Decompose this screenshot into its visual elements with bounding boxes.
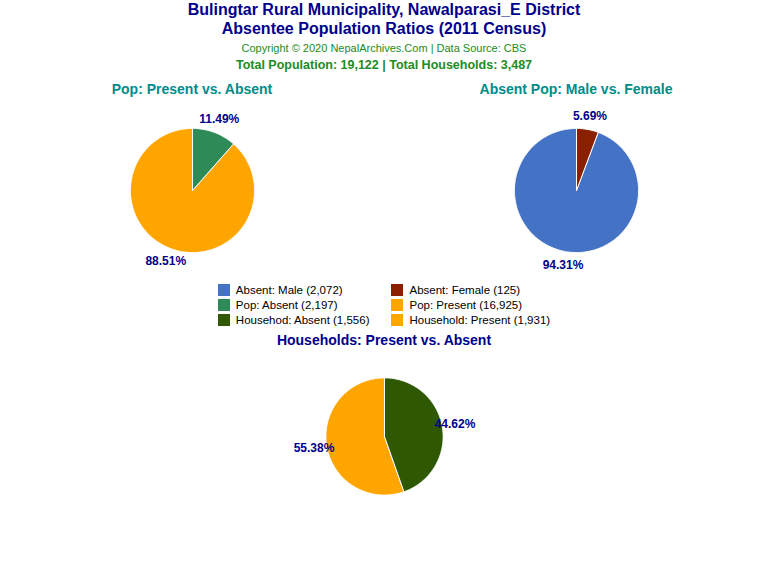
html-text:Copyright © 2020 NepalArchives: Copyright © 2020 NepalArchives.Com | Dat…	[241, 42, 527, 54]
html-text:Absent: Female (125): Absent: Female (125)	[409, 284, 521, 296]
html-text:Pop: Present (16,925): Pop: Present (16,925)	[409, 299, 522, 311]
html-text:Bulingtar Rural Municipality,: Bulingtar Rural Municipality, Nawalparas…	[187, 1, 581, 18]
html-text:Total Population: 19,122 | Tot: Total Population: 19,122 | Total Househo…	[235, 58, 533, 72]
svg-text:94.31%: 94.31%	[543, 258, 584, 272]
html-text:Pop: Present vs. Absent: Pop: Present vs. Absent	[111, 81, 273, 97]
svg-text:44.62%: 44.62%	[435, 417, 476, 431]
html-text:Absent: Male (2,072): Absent: Male (2,072)	[235, 284, 343, 296]
html-text:Absentee Population Ratios (20: Absentee Population Ratios (2011 Census)	[221, 20, 547, 37]
html-text:Househod: Absent (1,556): Househod: Absent (1,556)	[235, 314, 370, 326]
html-text:Absent Pop: Male vs. Female: Absent Pop: Male vs. Female	[479, 81, 673, 97]
svg-text:88.51%: 88.51%	[145, 254, 186, 268]
html-text:Households: Present vs. Absent: Households: Present vs. Absent	[276, 332, 492, 348]
svg-text:55.38%: 55.38%	[294, 441, 335, 455]
html-text:Pop: Absent (2,197): Pop: Absent (2,197)	[235, 299, 338, 311]
html-text:Household: Present (1,931): Household: Present (1,931)	[409, 314, 551, 326]
svg-text:5.69%: 5.69%	[573, 109, 607, 123]
svg-text:11.49%: 11.49%	[199, 112, 239, 126]
